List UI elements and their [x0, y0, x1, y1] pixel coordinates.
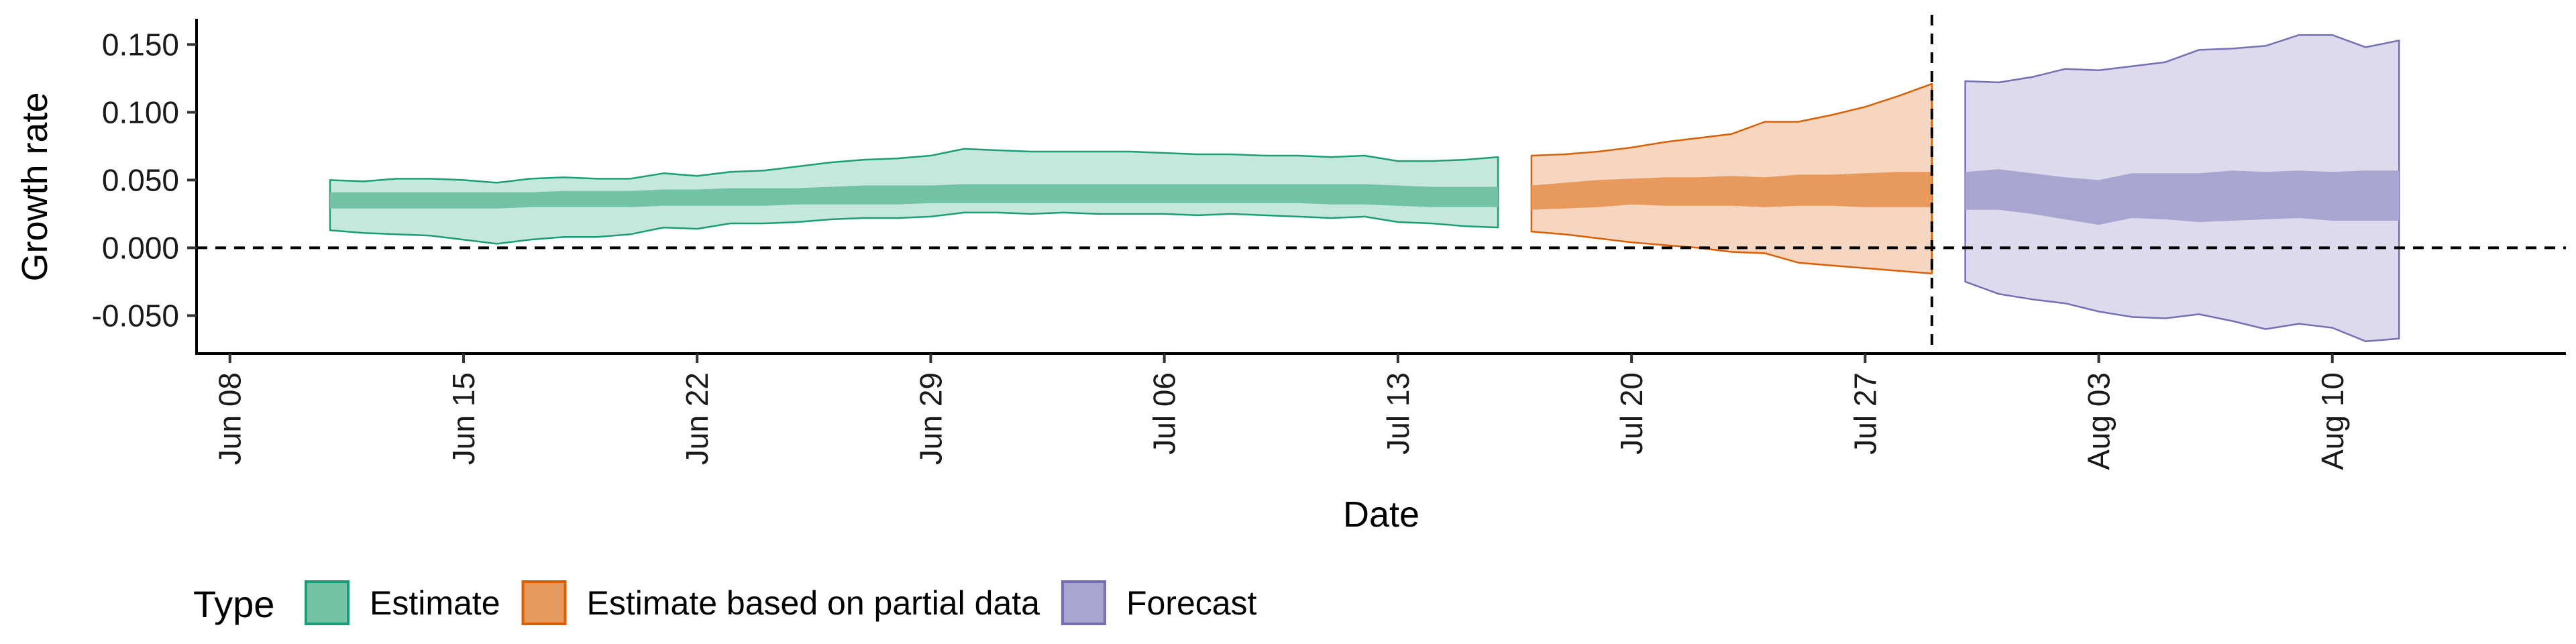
ribbon-bands — [329, 34, 2400, 343]
x-tick-label: Jun 22 — [680, 372, 714, 465]
x-axis-ticks: Jun 08 Jun 15 Jun 22 Jun 29 Jul 06 Jul 13 Jul … — [213, 354, 2350, 470]
series-1 — [1530, 83, 1933, 275]
inner-band-0 — [330, 184, 1499, 209]
legend-item-1: Estimate based on partial data — [521, 580, 1040, 625]
legend: Type Estimate Estimate based on partial d… — [193, 580, 1257, 625]
x-tick-label: Jul 27 — [1847, 372, 1882, 455]
legend-swatch — [305, 580, 350, 625]
x-tick-label: Jul 06 — [1147, 372, 1182, 455]
y-axis-title: Growth rate — [15, 92, 55, 281]
y-tick-label: 0.000 — [102, 230, 179, 265]
series-2 — [1964, 34, 2400, 343]
inner-band-2 — [1965, 169, 2400, 225]
legend-item-0: Estimate — [305, 580, 500, 625]
legend-swatch — [521, 580, 567, 625]
y-tick-label: -0.050 — [92, 298, 179, 333]
x-tick-label: Jun 08 — [213, 372, 248, 465]
legend-title: Type — [193, 583, 274, 625]
x-tick-label: Jun 15 — [446, 372, 481, 465]
x-tick-label: Aug 03 — [2082, 372, 2116, 470]
legend-label: Forecast — [1126, 584, 1257, 622]
series-0 — [329, 148, 1499, 245]
legend-items: Estimate Estimate based on partial data Fo… — [305, 580, 1257, 625]
reference-lines — [197, 15, 2566, 354]
inner-band-1 — [1531, 172, 1932, 210]
x-tick-label: Jun 29 — [913, 372, 948, 465]
legend-label: Estimate — [370, 584, 500, 622]
x-tick-label: Jul 13 — [1381, 372, 1415, 455]
legend-swatch — [1061, 580, 1106, 625]
x-axis-title: Date — [1343, 494, 1419, 535]
y-tick-label: 0.050 — [102, 162, 179, 197]
x-tick-label: Aug 10 — [2315, 372, 2350, 470]
legend-label: Estimate based on partial data — [587, 584, 1040, 622]
y-tick-label: 0.100 — [102, 95, 179, 129]
x-tick-label: Jul 20 — [1614, 372, 1649, 455]
legend-item-2: Forecast — [1061, 580, 1257, 625]
axes — [195, 19, 2566, 355]
y-tick-label: 0.150 — [102, 27, 179, 62]
y-axis-ticks: -0.050 0.000 0.050 0.100 0.150 — [92, 27, 197, 333]
